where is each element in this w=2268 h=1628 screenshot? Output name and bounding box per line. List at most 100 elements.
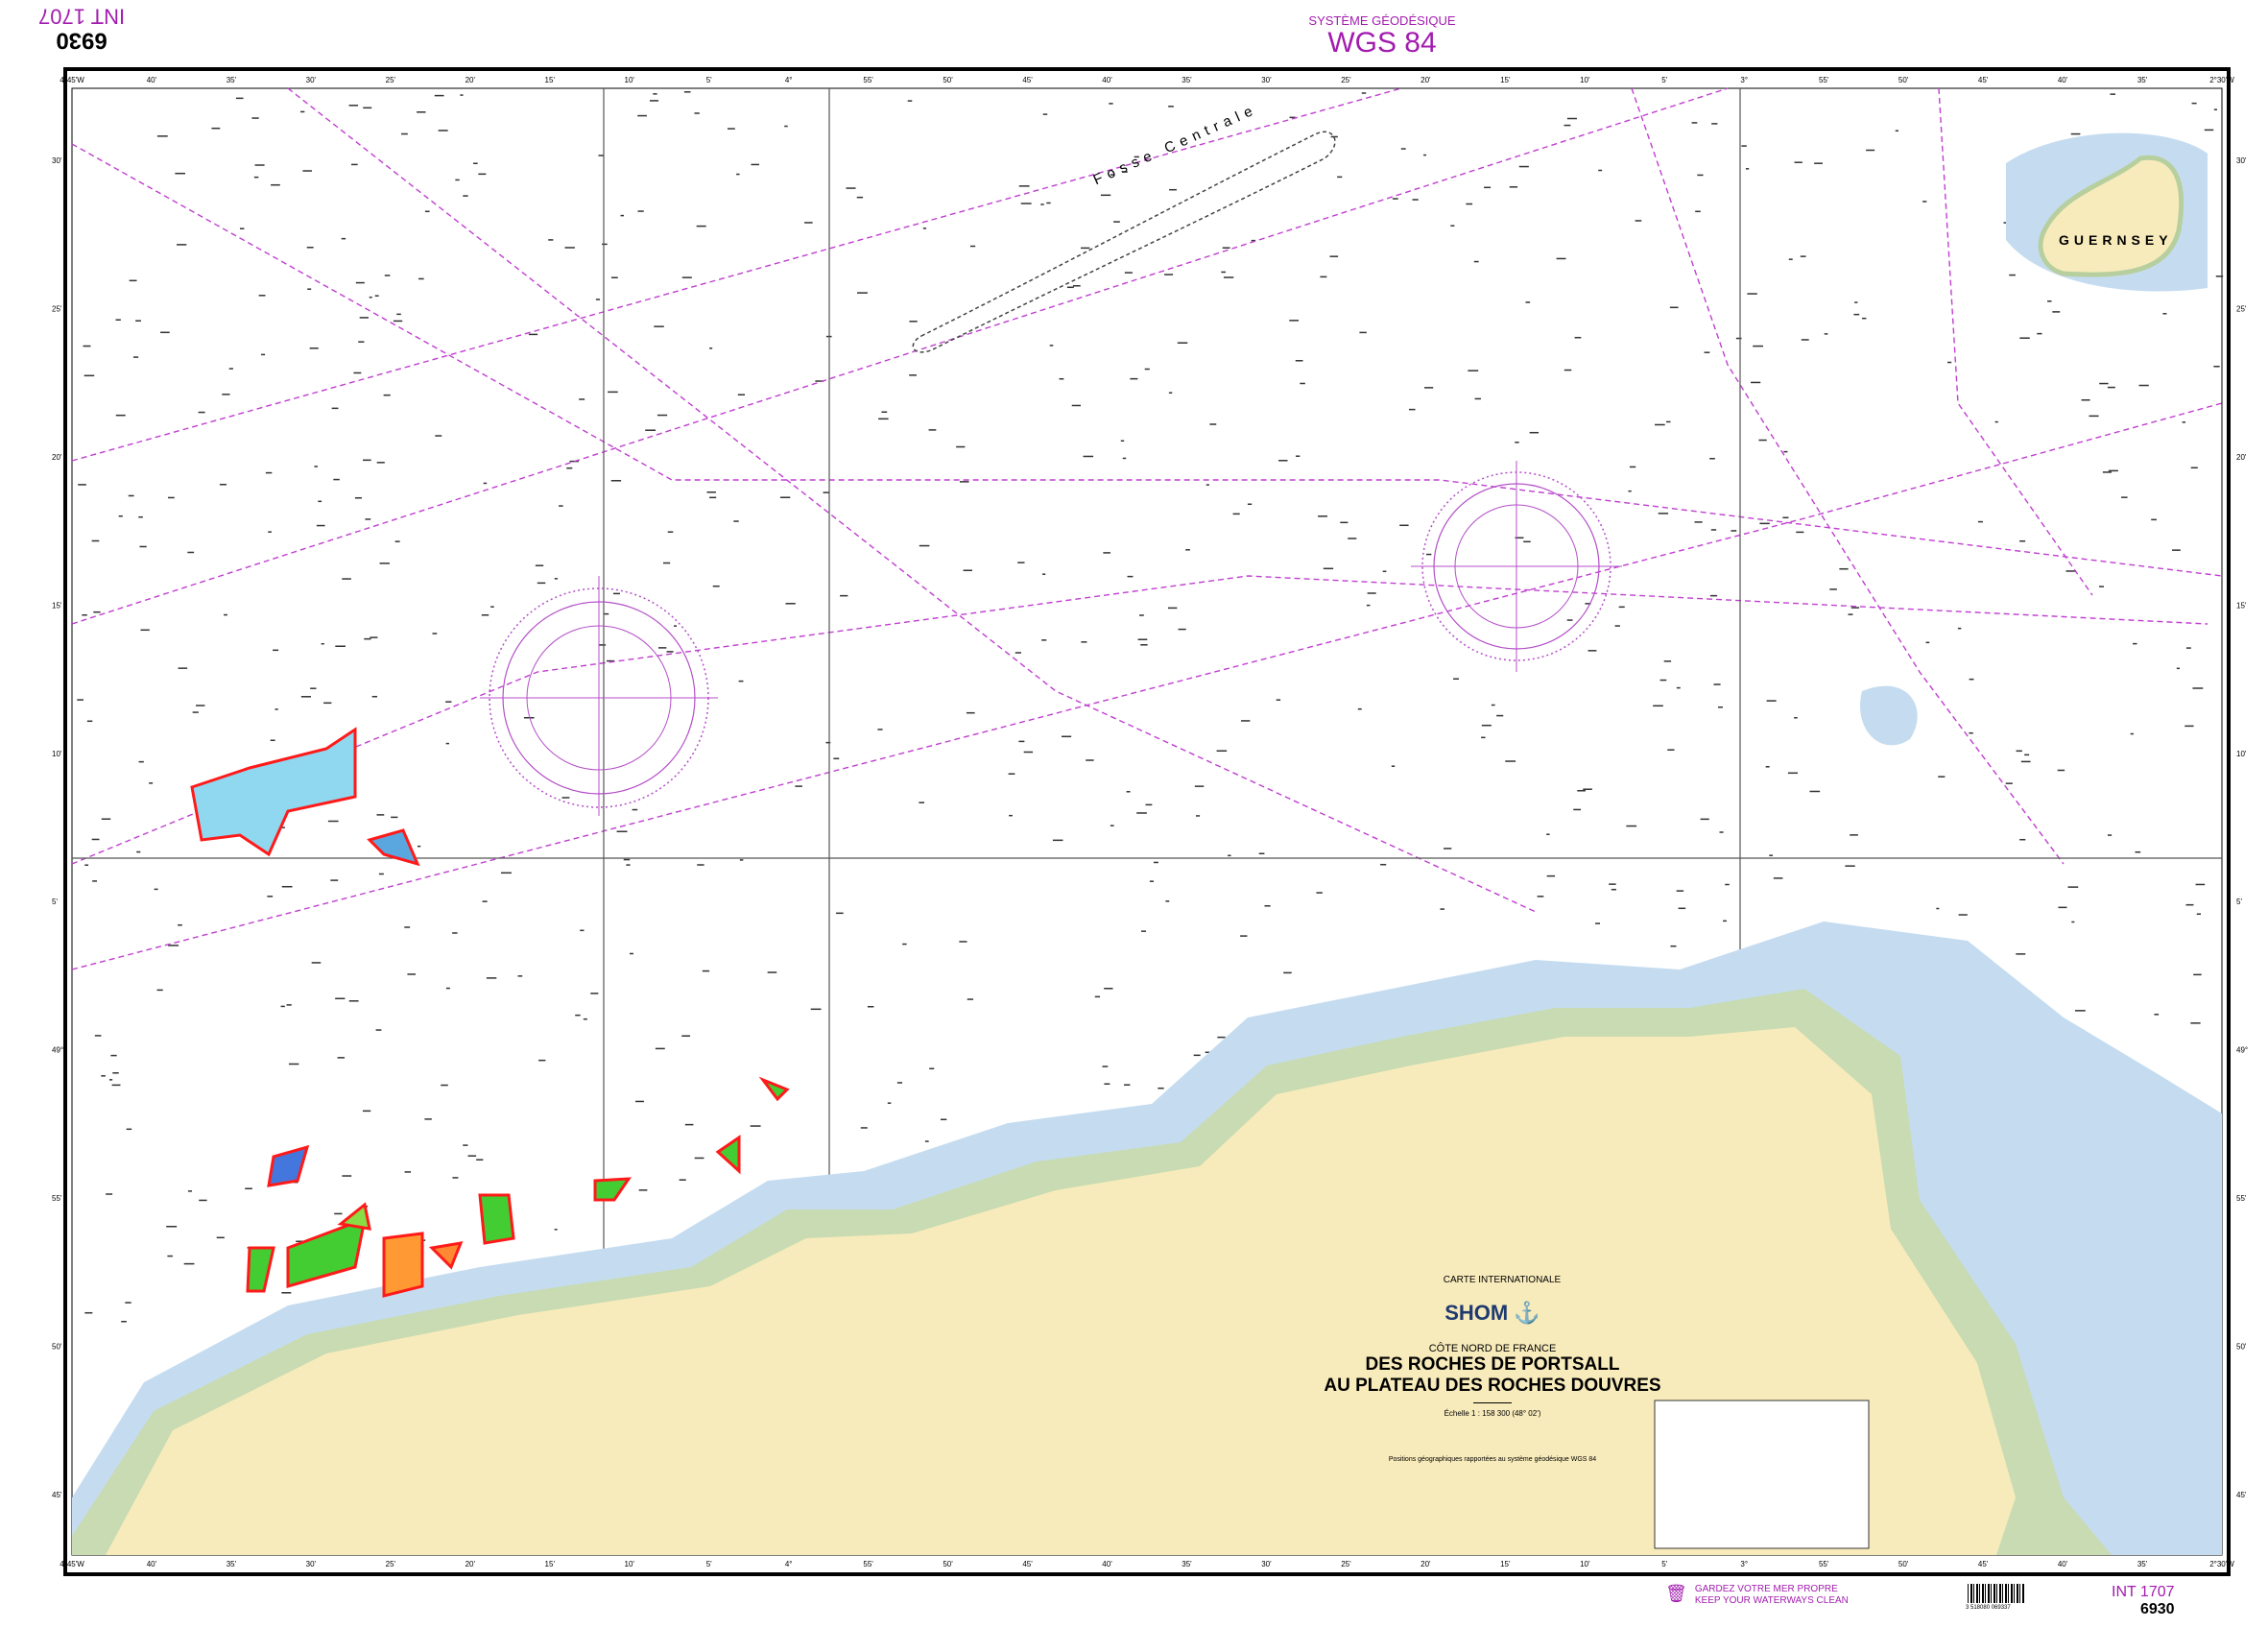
sounding-mark [1357, 707, 1362, 710]
sounding-mark [1391, 765, 1396, 767]
sounding-mark [662, 562, 671, 564]
sounding-mark [1120, 440, 1125, 443]
sounding-mark [2154, 1014, 2160, 1016]
sounding-mark [561, 797, 570, 799]
longitude-label: 40' [2058, 76, 2068, 84]
sounding-mark [919, 802, 925, 803]
sounding-mark [1320, 275, 1327, 278]
sounding-mark [268, 531, 272, 533]
sounding-mark [606, 659, 615, 662]
sounding-mark [554, 578, 559, 580]
sounding-mark [125, 1302, 131, 1304]
sounding-mark [350, 163, 358, 166]
sounding-mark [371, 695, 378, 698]
sounding-mark [178, 923, 182, 926]
sounding-mark [1040, 204, 1044, 205]
sounding-mark [1537, 896, 1544, 898]
sounding-mark [1667, 749, 1675, 751]
sounding-mark [94, 1035, 102, 1037]
sounding-mark [825, 741, 831, 744]
sounding-mark [478, 173, 487, 176]
sounding-mark [1957, 627, 1962, 630]
sounding-mark [2204, 129, 2214, 132]
sounding-mark [1367, 592, 1376, 594]
longitude-label: 4°45'W [60, 76, 84, 84]
sounding-mark [694, 112, 700, 114]
sounding-mark [1694, 521, 1703, 523]
sounding-mark [177, 244, 187, 246]
sounding-mark [1041, 639, 1047, 641]
sounding-mark [1020, 203, 1032, 204]
sounding-mark [1340, 521, 1349, 524]
sounding-mark [1149, 880, 1155, 882]
sounding-mark [1614, 625, 1620, 627]
sounding-mark [1609, 883, 1616, 885]
sounding-mark [1595, 922, 1601, 924]
region-label: CÔTE NORD DE FRANCE [1428, 1343, 1557, 1354]
sounding-mark [528, 333, 538, 336]
sounding-mark [384, 275, 391, 276]
sounding-mark [1296, 455, 1301, 457]
sounding-mark [1380, 863, 1387, 866]
sounding-mark [1276, 699, 1281, 701]
sounding-mark [335, 997, 346, 1000]
sounding-mark [1232, 513, 1240, 515]
sounding-mark [696, 225, 706, 227]
sounding-mark [254, 164, 265, 166]
sounding-mark [1725, 883, 1730, 886]
sounding-mark [1241, 720, 1251, 722]
sounding-mark [738, 680, 744, 682]
sounding-mark [1062, 735, 1072, 738]
sounding-mark [2019, 838, 2026, 841]
longitude-label: 55' [1819, 76, 1829, 84]
sounding-mark [1669, 306, 1679, 309]
sounding-mark [261, 353, 266, 356]
sounding-mark [1788, 258, 1793, 260]
sounding-mark [199, 1199, 207, 1202]
sounding-mark [115, 414, 126, 417]
sounding-mark [1854, 301, 1858, 303]
sounding-mark [1496, 714, 1504, 717]
sounding-mark [1769, 854, 1774, 856]
sounding-mark [2215, 275, 2224, 277]
sounding-mark [138, 515, 143, 518]
sounding-mark [2138, 384, 2149, 387]
sounding-mark [441, 1084, 448, 1087]
sounding-mark [1704, 351, 1710, 353]
sounding-mark [712, 585, 720, 587]
latitude-label: 20' [2236, 453, 2247, 462]
sounding-mark [239, 227, 245, 229]
sounding-mark [1676, 686, 1681, 689]
sounding-mark [1753, 345, 1763, 347]
sounding-mark [1049, 345, 1054, 347]
sounding-mark [84, 374, 95, 377]
sounding-mark [697, 864, 704, 866]
sounding-mark [2182, 421, 2186, 423]
sounding-mark [396, 313, 401, 316]
sounding-mark [1361, 92, 1367, 94]
sounding-mark [1165, 900, 1170, 902]
slogan-en: KEEP YOUR WATERWAYS CLEAN [1694, 1595, 1849, 1606]
sounding-mark [1240, 935, 1248, 937]
sounding-mark [1468, 370, 1479, 371]
sounding-mark [348, 105, 359, 107]
longitude-label: 50' [943, 1560, 953, 1568]
longitude-label: 50' [1898, 1560, 1909, 1568]
sounding-mark [1164, 274, 1174, 275]
sounding-mark [306, 247, 314, 249]
sounding-mark [2190, 467, 2198, 469]
sounding-mark [583, 1018, 587, 1020]
sounding-mark [1086, 759, 1094, 761]
sounding-mark [394, 540, 400, 542]
sounding-mark [681, 1035, 691, 1037]
sounding-mark [1126, 791, 1131, 793]
sounding-mark [362, 1110, 371, 1113]
barcode-number: 3 518080 069337 [1966, 1605, 2011, 1611]
sounding-mark [1222, 247, 1230, 249]
sounding-mark [681, 276, 692, 278]
longitude-label: 4° [785, 1560, 793, 1568]
longitude-label: 25' [1341, 1560, 1351, 1568]
sounding-mark [178, 667, 188, 669]
sounding-mark [2107, 834, 2113, 836]
sounding-mark [302, 170, 312, 172]
